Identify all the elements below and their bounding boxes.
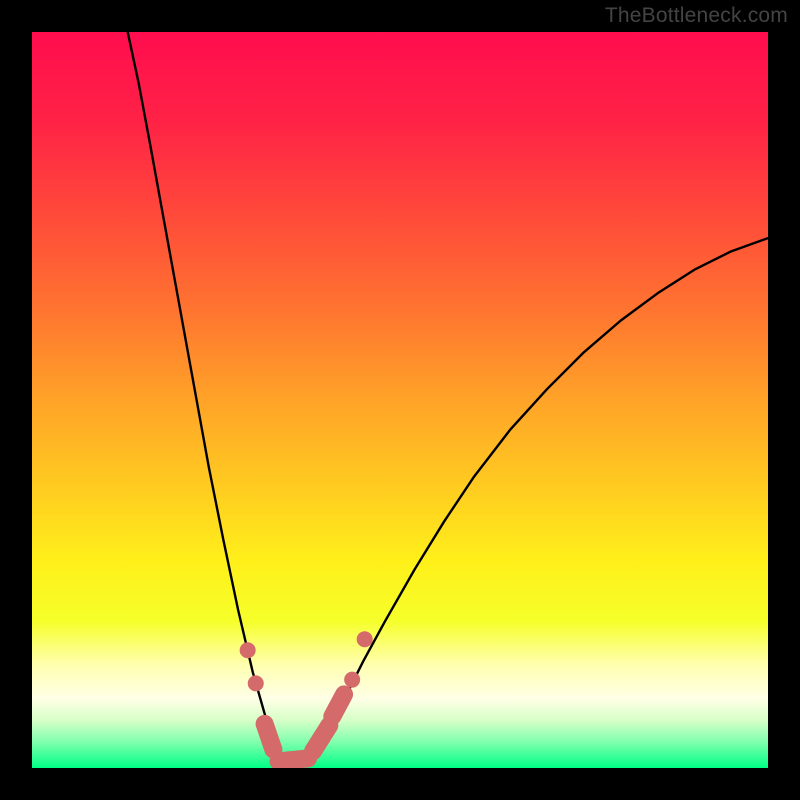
curve-marker [279, 758, 308, 761]
plot-background [32, 32, 768, 768]
curve-marker [332, 694, 344, 716]
curve-marker [248, 675, 264, 691]
curve-marker [357, 631, 373, 647]
curve-marker [265, 724, 274, 750]
curve-marker [240, 642, 256, 658]
bottleneck-curve-chart [0, 0, 800, 800]
chart-container: TheBottleneck.com [0, 0, 800, 800]
curve-marker [344, 672, 360, 688]
